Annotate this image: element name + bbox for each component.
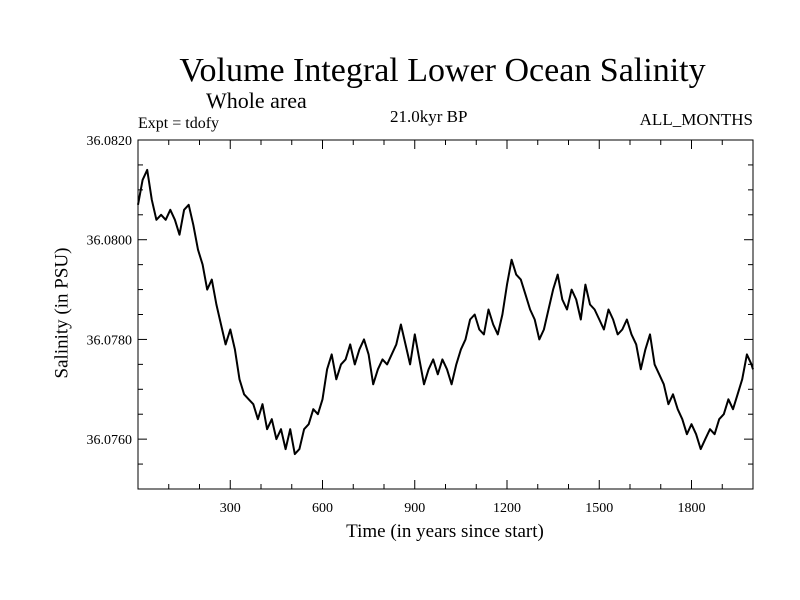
x-tick-label: 1200 <box>493 501 521 516</box>
y-tick-label: 36.0800 <box>87 234 133 249</box>
y-tick-label: 36.0780 <box>87 333 133 348</box>
months-label: ALL_MONTHS <box>639 110 753 129</box>
x-tick-label: 1800 <box>678 501 706 516</box>
axes: 300 600 900 1200 1500 1800 36.0760 36.0780 36.08… <box>87 134 753 516</box>
salinity-series-line <box>137 168 754 456</box>
x-tick-label: 600 <box>312 501 333 516</box>
period-label: 21.0kyr BP <box>390 107 468 126</box>
x-tick-label: 900 <box>404 501 425 516</box>
x-tick-label: 300 <box>220 501 241 516</box>
x-axis-label: Time (in years since start) <box>346 521 544 542</box>
y-tick-label: 36.0820 <box>87 134 133 149</box>
plot-frame <box>137 139 754 490</box>
x-tick-label: 1500 <box>585 501 613 516</box>
experiment-label: Expt = tdofy <box>138 115 220 132</box>
chart-subtitle: Whole area <box>206 88 307 113</box>
chart-title: Volume Integral Lower Ocean Salinity <box>179 52 706 89</box>
y-tick-label: 36.0760 <box>87 433 133 448</box>
